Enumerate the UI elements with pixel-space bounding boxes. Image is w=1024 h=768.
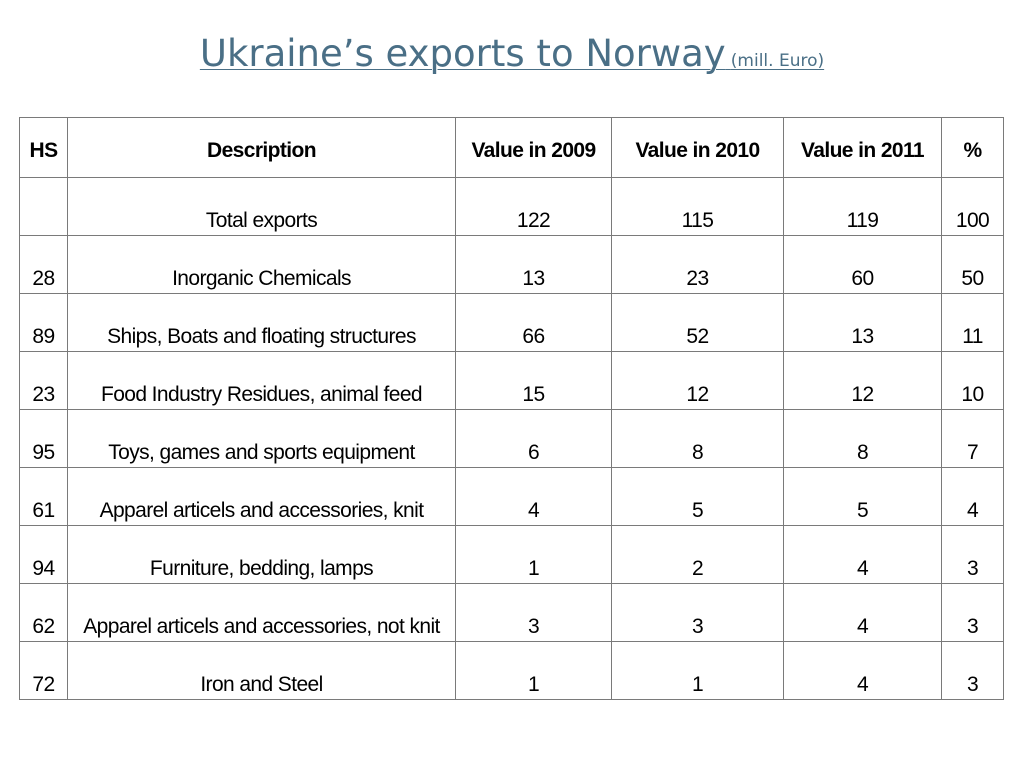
cell-hs: 72 [19,641,68,700]
header-percent: % [941,117,1004,178]
cell-value-2010: 115 [611,177,784,236]
cell-description: Furniture, bedding, lamps [67,525,456,584]
table-row: 94 Furniture, bedding, lamps 1 2 4 3 [19,525,1004,584]
cell-hs: 23 [19,351,68,410]
cell-value-2009: 6 [455,409,612,468]
cell-hs: 89 [19,293,68,352]
cell-hs: 95 [19,409,68,468]
cell-hs: 62 [19,583,68,642]
cell-percent: 10 [941,351,1004,410]
cell-description: Apparel articels and accessories, knit [67,467,456,526]
cell-description: Ships, Boats and floating structures [67,293,456,352]
table-row: 61 Apparel articels and accessories, kni… [19,467,1004,526]
cell-value-2009: 1 [455,641,612,700]
cell-value-2010: 12 [611,351,784,410]
page-title: Ukraine’s exports to Norway (mill. Euro) [0,32,1024,76]
cell-value-2010: 2 [611,525,784,584]
cell-hs: 61 [19,467,68,526]
cell-description: Food Industry Residues, animal feed [67,351,456,410]
table-row: 72 Iron and Steel 1 1 4 3 [19,641,1004,700]
table-row-total: Total exports 122 115 119 100 [19,177,1004,236]
cell-description: Toys, games and sports equipment [67,409,456,468]
cell-percent: 50 [941,235,1004,294]
header-hs: HS [19,117,68,178]
cell-value-2011: 119 [783,177,942,236]
cell-percent: 100 [941,177,1004,236]
header-description: Description [67,117,456,178]
table-row: 95 Toys, games and sports equipment 6 8 … [19,409,1004,468]
cell-percent: 4 [941,467,1004,526]
exports-table: HS Description Value in 2009 Value in 20… [19,117,1004,700]
header-value-2011: Value in 2011 [783,117,942,178]
cell-percent: 11 [941,293,1004,352]
title-unit-text: (mill. Euro) [730,51,825,71]
cell-value-2011: 5 [783,467,942,526]
cell-description: Inorganic Chemicals [67,235,456,294]
cell-value-2011: 60 [783,235,942,294]
cell-hs: 28 [19,235,68,294]
cell-value-2009: 1 [455,525,612,584]
cell-value-2009: 66 [455,293,612,352]
cell-value-2009: 13 [455,235,612,294]
cell-value-2011: 13 [783,293,942,352]
cell-value-2009: 4 [455,467,612,526]
cell-hs: 94 [19,525,68,584]
cell-value-2010: 8 [611,409,784,468]
cell-percent: 3 [941,641,1004,700]
table-row: 62 Apparel articels and accessories, not… [19,583,1004,642]
cell-percent: 3 [941,583,1004,642]
cell-value-2009: 15 [455,351,612,410]
cell-value-2009: 3 [455,583,612,642]
table-row: 89 Ships, Boats and floating structures … [19,293,1004,352]
table-row: 23 Food Industry Residues, animal feed 1… [19,351,1004,410]
cell-hs [19,177,68,236]
cell-value-2010: 23 [611,235,784,294]
cell-value-2010: 5 [611,467,784,526]
title-link[interactable]: Ukraine’s exports to Norway (mill. Euro) [200,32,825,75]
cell-percent: 3 [941,525,1004,584]
cell-description: Total exports [67,177,456,236]
cell-value-2010: 52 [611,293,784,352]
cell-percent: 7 [941,409,1004,468]
cell-value-2009: 122 [455,177,612,236]
cell-value-2011: 12 [783,351,942,410]
cell-value-2011: 4 [783,641,942,700]
cell-value-2011: 4 [783,583,942,642]
table-header-row: HS Description Value in 2009 Value in 20… [19,117,1004,178]
table-row: 28 Inorganic Chemicals 13 23 60 50 [19,235,1004,294]
cell-value-2011: 4 [783,525,942,584]
cell-value-2010: 3 [611,583,784,642]
cell-description: Iron and Steel [67,641,456,700]
cell-value-2010: 1 [611,641,784,700]
header-value-2010: Value in 2010 [611,117,784,178]
title-main-text: Ukraine’s exports to Norway [199,32,726,75]
cell-description: Apparel articels and accessories, not kn… [67,583,456,642]
cell-value-2011: 8 [783,409,942,468]
header-value-2009: Value in 2009 [455,117,612,178]
